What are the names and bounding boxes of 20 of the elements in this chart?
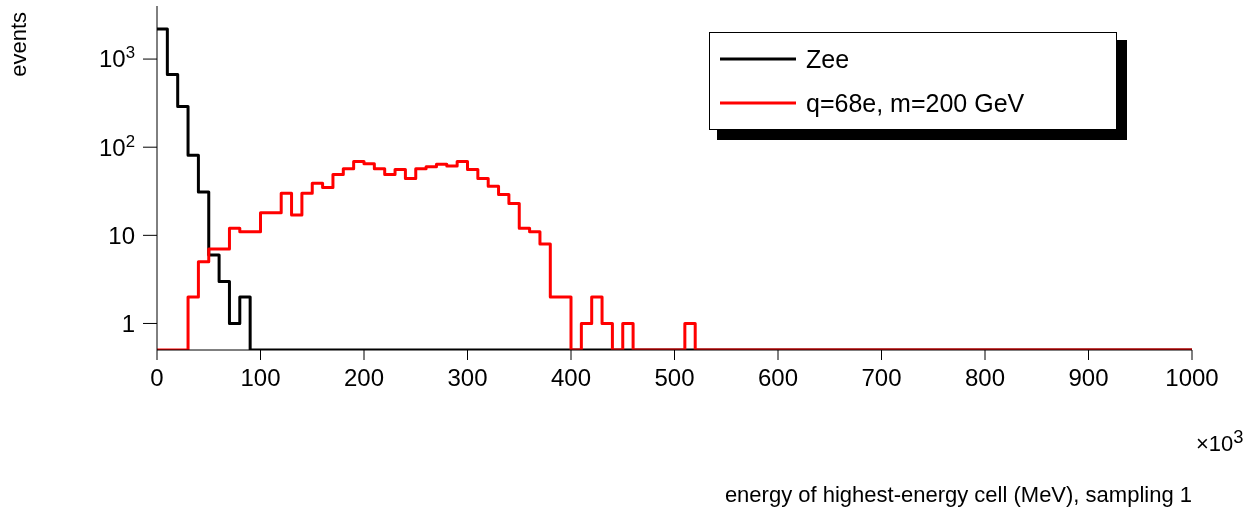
x-tick-label: 400 [550,364,592,391]
x-tick-label: 200 [343,364,385,391]
x-axis-title: energy of highest-energy cell (MeV), sampling 1 [724,482,1192,508]
y-tick-label: 10$^{2}$ [98,131,135,161]
y-tick-label: 10$^{3}$ [98,42,135,73]
x-tick-label: 800 [964,364,1006,391]
legend-label: q=68e, m=200 GeV [806,88,1025,118]
text: ×10$^{3}$ [1196,426,1244,458]
x-tick-label: 300 [447,364,488,391]
y-axis-title: events [6,12,32,77]
x-tick-label: 0 [150,364,164,391]
x-tick-label: 900 [1068,364,1109,391]
x-tick-label: 100 [240,364,281,391]
y-tick-label: 10 [108,221,135,249]
x-tick-label: 700 [861,364,902,391]
y-tick-label: 1 [121,309,135,337]
legend-label: Zee [806,44,850,74]
x-tick-label: 1000 [1165,364,1219,391]
x-tick-label: 600 [757,364,799,391]
x-tick-label: 500 [654,364,695,391]
